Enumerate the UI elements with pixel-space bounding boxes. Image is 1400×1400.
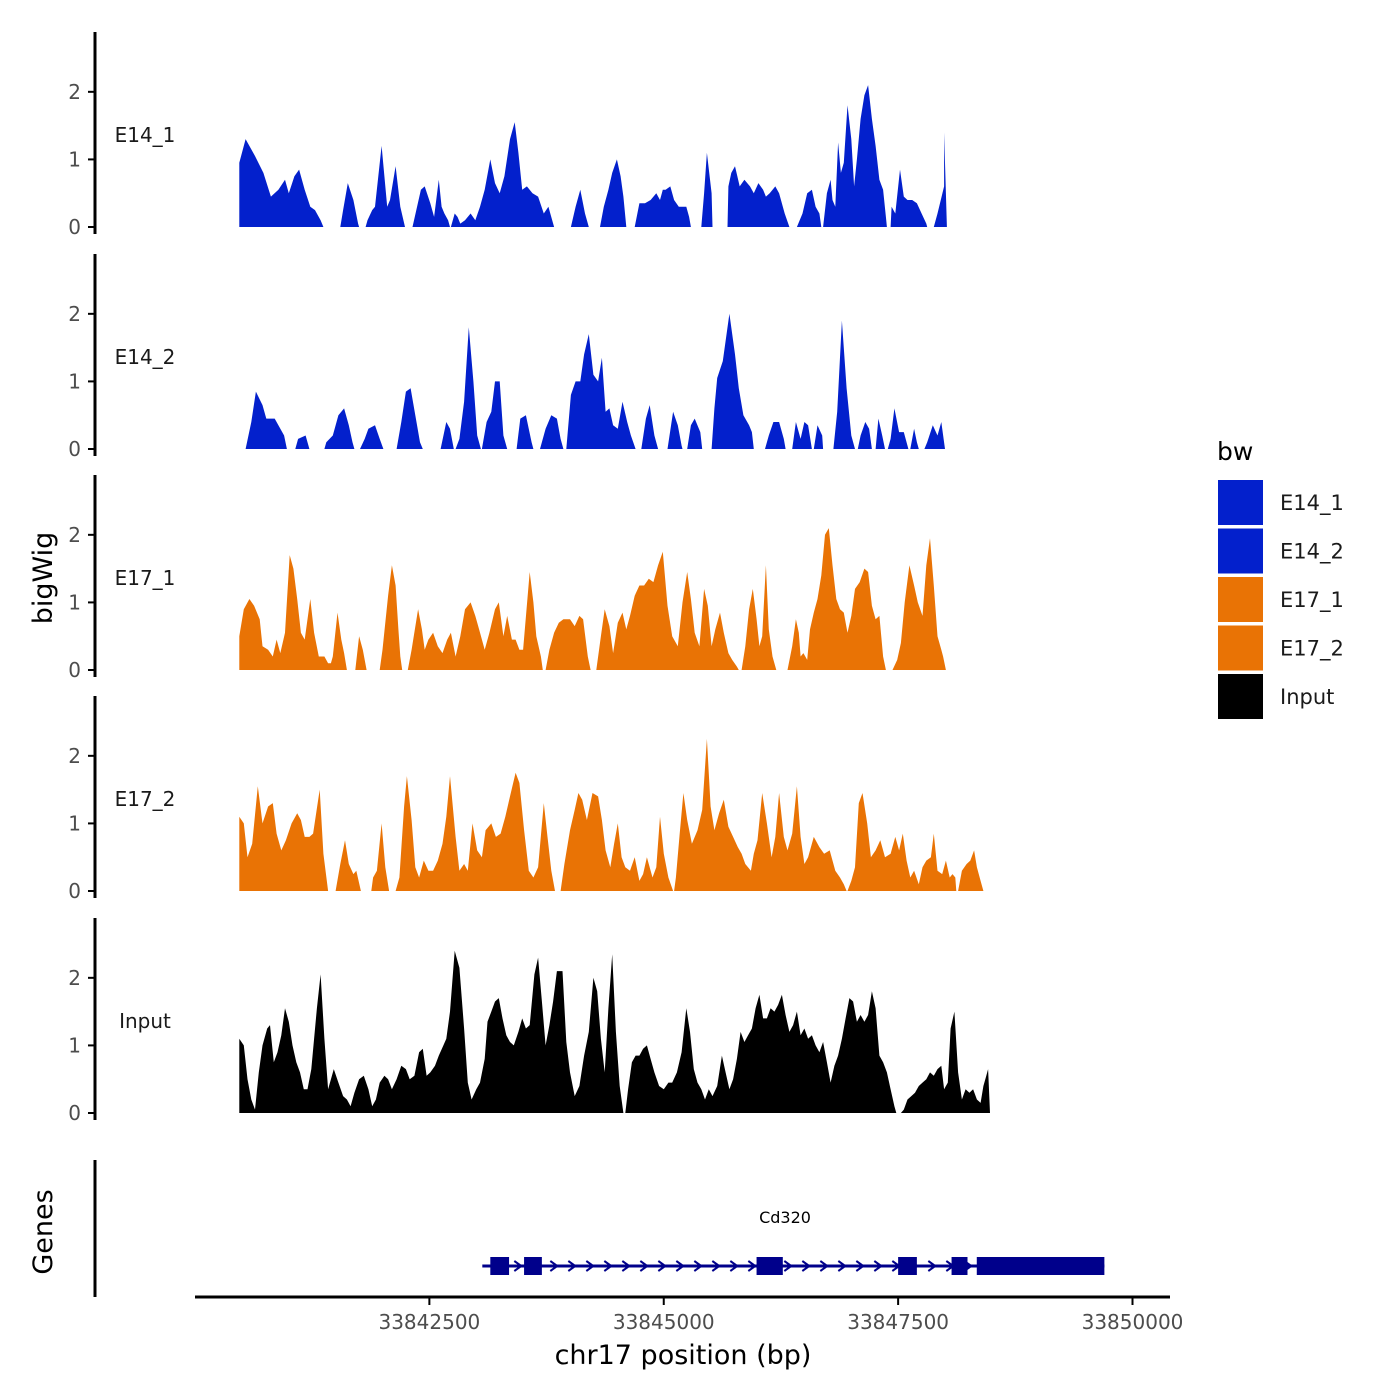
legend-label: E17_2 (1280, 637, 1344, 662)
x-axis: 33842500 33845000 33847500 33850000 (195, 1295, 1184, 1334)
area-input (239, 950, 991, 1113)
strand-arrow (927, 1260, 938, 1272)
genes-axis-title: Genes (28, 1189, 59, 1274)
track-e14_2: 0 1 2 E14_2 (68, 254, 946, 461)
y-tick-label: 1 (68, 147, 81, 171)
track-label: E14_1 (115, 123, 176, 147)
area-e17_2 (239, 738, 984, 891)
gene-exon (756, 1257, 783, 1275)
y-tick-label: 1 (68, 811, 81, 835)
y-tick-label: 0 (68, 658, 81, 682)
legend-item-input: Input (1218, 674, 1334, 719)
strand-arrow (873, 1260, 884, 1272)
legend-swatch (1218, 528, 1263, 574)
x-tick-label: 33847500 (847, 1310, 949, 1334)
legend-label: E17_1 (1280, 588, 1344, 613)
gene-exon (490, 1257, 510, 1275)
legend-label: E14_2 (1280, 540, 1344, 565)
strand-arrow (819, 1260, 830, 1272)
legend-item-e17_1: E17_1 (1218, 577, 1344, 622)
legend-item-e17_2: E17_2 (1218, 625, 1344, 671)
y-tick-label: 2 (68, 80, 81, 104)
strand-arrow (711, 1260, 722, 1272)
y-tick-label: 2 (68, 302, 81, 326)
legend-label: Input (1280, 685, 1334, 709)
gene-3prime-block (976, 1257, 1105, 1275)
strand-arrow (621, 1260, 632, 1272)
track-input: 0 1 2 Input (68, 918, 991, 1125)
y-tick-label: 1 (68, 1033, 81, 1057)
track-label: E14_2 (115, 345, 176, 369)
strand-arrow (855, 1260, 866, 1272)
x-tick-label: 33845000 (613, 1310, 715, 1334)
strand-arrow (783, 1260, 794, 1272)
strand-arrow (567, 1260, 578, 1272)
strand-arrow (603, 1260, 614, 1272)
strand-arrow (585, 1260, 596, 1272)
y-tick-label: 2 (68, 523, 81, 547)
area-e17_1 (239, 528, 946, 670)
track-label: E17_1 (115, 566, 176, 590)
x-tick-label: 33842500 (378, 1310, 480, 1334)
y-axis-title: bigWig (28, 532, 59, 625)
y-tick-label: 0 (68, 1101, 81, 1125)
y-tick-label: 0 (68, 215, 81, 239)
strand-arrow (639, 1260, 650, 1272)
gene-exon (898, 1257, 917, 1275)
strand-arrow (693, 1260, 704, 1272)
legend-swatch (1218, 625, 1263, 671)
gene-name: Cd320 (759, 1208, 811, 1227)
legend-swatch (1218, 577, 1263, 622)
track-label: Input (119, 1009, 171, 1033)
legend-swatch (1218, 480, 1263, 525)
y-tick-label: 2 (68, 744, 81, 768)
legend-item-e14_2: E14_2 (1218, 528, 1344, 574)
legend-swatch (1218, 674, 1263, 719)
legend: bw E14_1 E14_2 E17_1 E17_2 Input (1217, 437, 1344, 719)
y-tick-label: 1 (68, 369, 81, 393)
track-e14_1: 0 1 2 E14_1 (68, 32, 947, 239)
gene-track: Cd320 (93, 1160, 1105, 1297)
y-tick-label: 0 (68, 879, 81, 903)
area-e14_2 (245, 313, 946, 449)
area-e14_1 (239, 85, 947, 227)
x-axis-title: chr17 position (bp) (555, 1340, 812, 1371)
y-tick-label: 0 (68, 437, 81, 461)
track-label: E17_2 (115, 787, 176, 811)
legend-label: E14_1 (1280, 491, 1344, 516)
strand-arrow (513, 1260, 524, 1272)
strand-arrow (729, 1260, 740, 1272)
gene-exon (524, 1257, 542, 1275)
strand-arrow (801, 1260, 812, 1272)
strand-arrow (747, 1260, 758, 1272)
track-e17_2: 0 1 2 E17_2 (68, 696, 984, 903)
legend-title: bw (1217, 437, 1253, 466)
tracks: 0 1 2 E14_1 0 1 2 E14_2 0 1 2 E17_1 0 1 2 E17_2 0 1 2 Input (68, 32, 991, 1125)
y-tick-label: 2 (68, 966, 81, 990)
strand-arrow (657, 1260, 668, 1272)
y-tick-label: 1 (68, 590, 81, 614)
strand-arrow (837, 1260, 848, 1272)
strand-arrow (549, 1260, 560, 1272)
strand-arrow (675, 1260, 686, 1272)
x-tick-label: 33850000 (1082, 1310, 1184, 1334)
legend-item-e14_1: E14_1 (1218, 480, 1344, 525)
track-e17_1: 0 1 2 E17_1 (68, 475, 946, 682)
gene-exon (951, 1257, 968, 1275)
